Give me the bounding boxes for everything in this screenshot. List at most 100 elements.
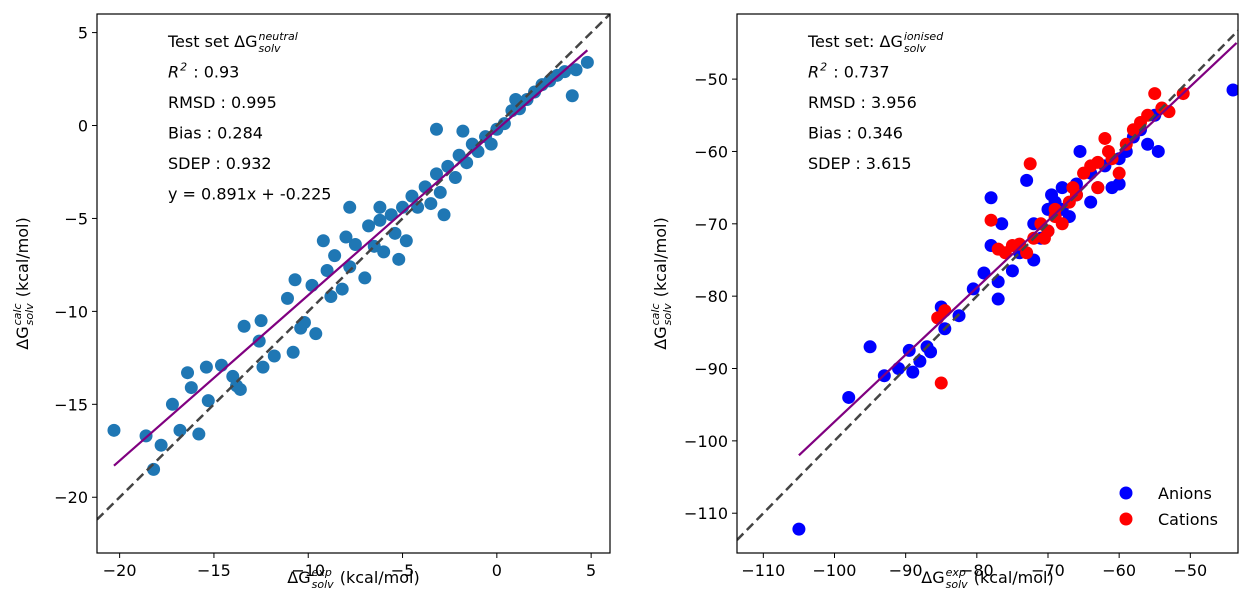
- point: [192, 427, 206, 441]
- y-tick-label: −70: [694, 215, 728, 234]
- point: [405, 189, 419, 203]
- label-text: R: [168, 63, 179, 82]
- identity-line: [737, 29, 1238, 541]
- point: [429, 122, 443, 136]
- point: [1101, 144, 1115, 158]
- label-text: ΔG: [13, 326, 32, 349]
- point: [966, 282, 980, 296]
- point: [309, 327, 323, 341]
- x-tick-label: −15: [197, 561, 231, 580]
- chart: −110 −100 −90 −80 −70 −60 −50 −110 −100 −90 −80 −70…: [649, 13, 1239, 591]
- point: [1151, 144, 1165, 158]
- y-tick-label: −20: [54, 488, 88, 507]
- y-tick-label: 0: [78, 117, 88, 136]
- point: [1020, 173, 1034, 187]
- point: [1098, 131, 1112, 145]
- point: [460, 156, 474, 170]
- point: [1226, 83, 1238, 97]
- label-text: ΔG: [287, 568, 310, 587]
- point: [377, 245, 391, 259]
- point: [565, 89, 579, 103]
- label-text: ΔG: [921, 568, 944, 587]
- point: [373, 213, 387, 227]
- point: [1141, 137, 1155, 151]
- annotation: Bias : 0.284: [168, 124, 263, 143]
- label-text: Bias : 0.284: [168, 124, 263, 143]
- label-sub: solv: [23, 303, 36, 326]
- label-text: RMSD : 3.956: [808, 93, 917, 112]
- label-sub: solv: [312, 578, 335, 591]
- label-sup: exp: [946, 566, 966, 579]
- label-text: Test set ΔG: [167, 32, 257, 51]
- annotation: y = 0.891x + -0.225: [168, 185, 331, 204]
- point: [1005, 264, 1019, 278]
- point: [938, 304, 952, 318]
- point: [569, 63, 583, 77]
- label-sup: ionised: [904, 30, 944, 43]
- label-sup: exp: [312, 566, 332, 579]
- label-text: Test set: ΔG: [807, 32, 903, 51]
- axes-frame: [96, 13, 611, 554]
- label-sup: calc: [11, 303, 24, 325]
- point: [316, 234, 330, 248]
- annotation: RMSD : 0.995: [168, 93, 277, 112]
- plot-area: [737, 29, 1238, 541]
- point: [305, 278, 319, 292]
- point: [267, 349, 281, 363]
- point: [984, 213, 998, 227]
- label-text: R: [808, 63, 819, 82]
- point: [913, 354, 927, 368]
- label-text: SDEP : 0.932: [168, 154, 272, 173]
- point: [448, 171, 462, 185]
- label-text: RMSD : 0.995: [168, 93, 277, 112]
- x-tick-label: −60: [1102, 561, 1136, 580]
- point: [254, 314, 268, 328]
- fit-line: [113, 49, 589, 467]
- legend-marker: [1119, 486, 1133, 500]
- point: [343, 200, 357, 214]
- legend-label: Anions: [1158, 484, 1212, 503]
- label-suffix: : 0.93: [188, 63, 239, 82]
- x-tick-label: 5: [586, 561, 596, 580]
- x-tick-label: −70: [1031, 561, 1065, 580]
- point: [154, 438, 168, 452]
- point: [977, 266, 991, 280]
- point: [842, 390, 856, 404]
- label-text: ΔG: [651, 326, 670, 349]
- point: [328, 249, 342, 263]
- label-suffix: (kcal/mol): [651, 217, 670, 302]
- label-suffix: (kcal/mol): [969, 568, 1054, 587]
- y-tick-label: −50: [694, 70, 728, 89]
- label-sub: solv: [946, 578, 969, 591]
- point: [256, 360, 270, 374]
- point: [184, 381, 198, 395]
- point: [320, 263, 334, 277]
- point: [580, 55, 594, 69]
- point: [107, 423, 121, 437]
- legend-label: Cations: [1158, 510, 1218, 529]
- point: [339, 230, 353, 244]
- point: [358, 271, 372, 285]
- point: [214, 358, 228, 372]
- label-sup: neutral: [258, 30, 297, 43]
- point: [343, 260, 357, 274]
- y-tick-label: 5: [78, 24, 88, 43]
- point: [399, 234, 413, 248]
- point: [280, 291, 294, 305]
- annotation: RMSD : 3.956: [808, 93, 917, 112]
- point: [199, 360, 213, 374]
- label-suffix: (kcal/mol): [335, 568, 420, 587]
- y-tick-label: −80: [694, 287, 728, 306]
- y-tick-label: −60: [694, 142, 728, 161]
- point: [934, 376, 948, 390]
- point: [201, 394, 215, 408]
- label-sub: solv: [661, 303, 674, 326]
- axes-frame: [736, 13, 1239, 554]
